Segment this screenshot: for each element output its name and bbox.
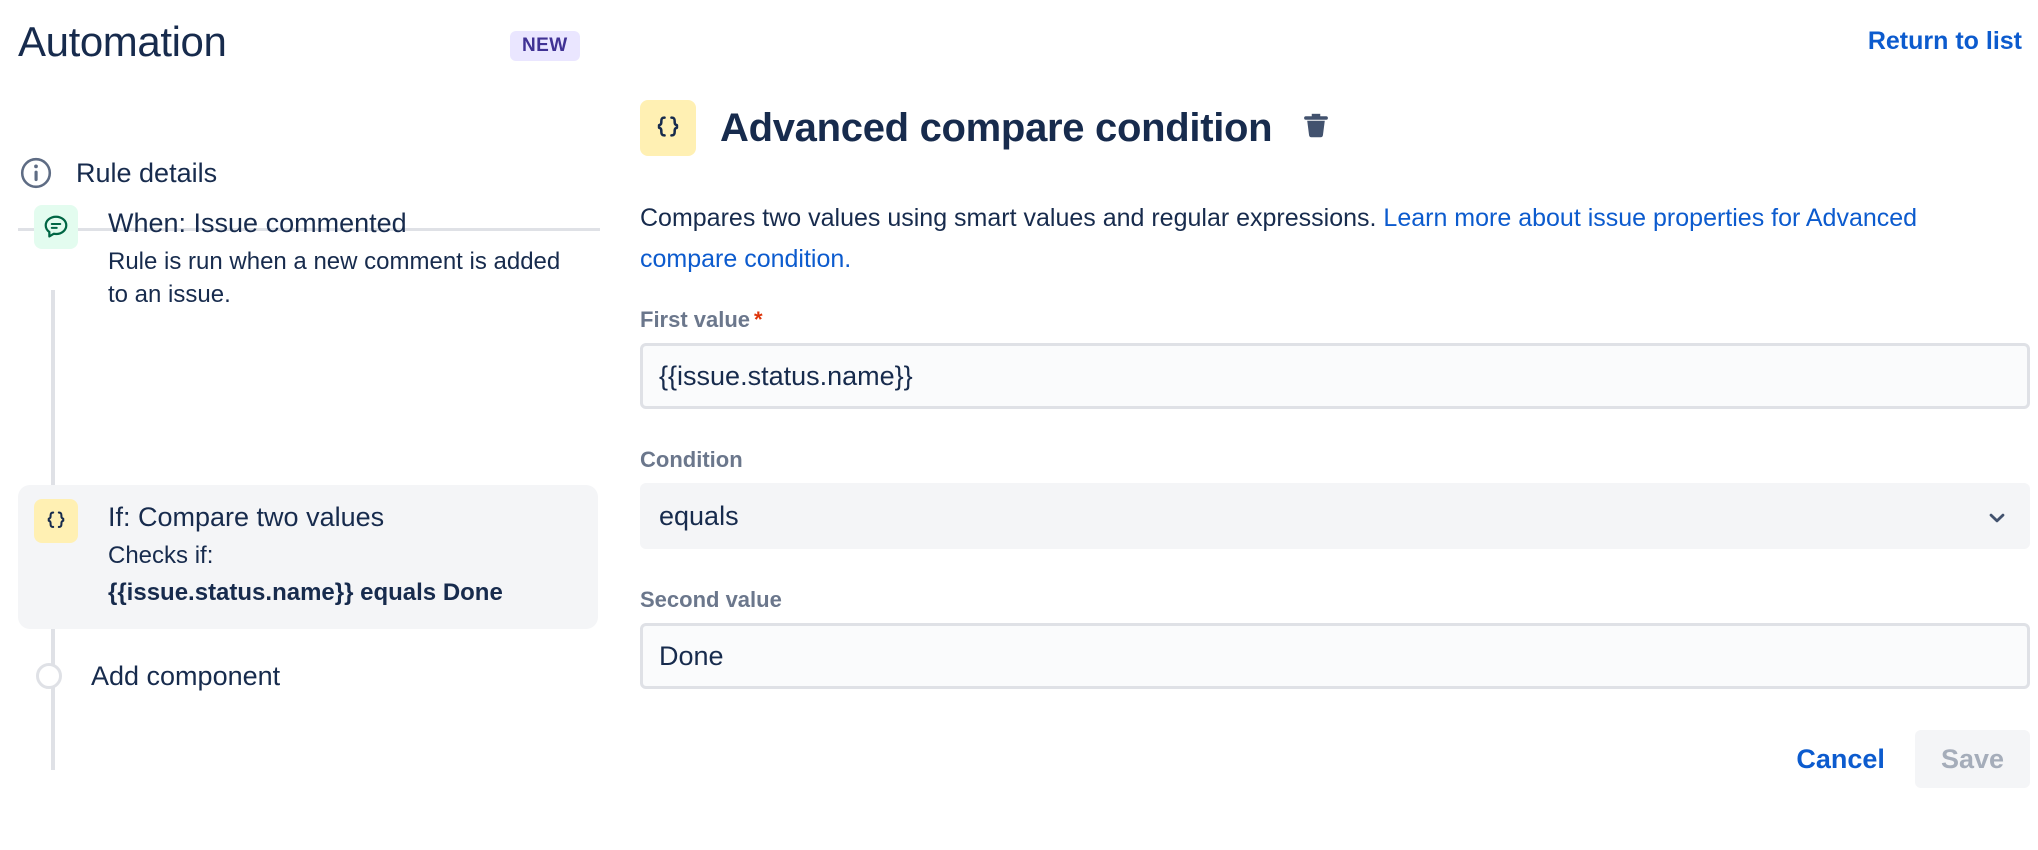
panel-actions: Cancel Save bbox=[1774, 730, 2030, 788]
page-title: Automation bbox=[18, 18, 227, 65]
panel-description: Compares two values using smart values a… bbox=[640, 198, 2010, 280]
empty-circle-icon bbox=[36, 663, 62, 689]
condition-select-wrapper: equals bbox=[640, 483, 2030, 549]
page-header: Automation NEW Return to list bbox=[0, 0, 2038, 86]
rail-node-description-summary: {{issue.status.name}} equals Done bbox=[108, 579, 503, 606]
info-icon bbox=[18, 155, 54, 191]
rail-node-title: When: Issue commented bbox=[108, 208, 407, 238]
field-label: Condition bbox=[640, 447, 743, 472]
second-value-input[interactable]: Done bbox=[640, 623, 2030, 689]
panel-header: Advanced compare condition bbox=[640, 100, 1336, 156]
cancel-button[interactable]: Cancel bbox=[1774, 730, 1907, 788]
rail-node-body: If: Compare two values Checks if: {{issu… bbox=[108, 499, 598, 609]
return-to-list-link[interactable]: Return to list bbox=[1867, 27, 2022, 55]
rail-node-trigger[interactable]: When: Issue commented Rule is run when a… bbox=[18, 205, 578, 311]
chevron-down-icon[interactable] bbox=[1984, 505, 2010, 536]
first-value-input[interactable]: {{issue.status.name}} bbox=[640, 343, 2030, 409]
required-marker: * bbox=[754, 307, 763, 332]
component-detail-panel: Advanced compare condition Compares two … bbox=[640, 100, 2038, 850]
save-button[interactable]: Save bbox=[1914, 730, 2030, 788]
learn-more-link[interactable]: Learn more about issue properties for Ad… bbox=[640, 204, 1918, 273]
rail-node-description: Rule is run when a new comment is added … bbox=[108, 248, 561, 308]
new-badge: NEW bbox=[510, 31, 580, 61]
rail-node-description-prefix: Checks if: bbox=[108, 542, 214, 569]
panel-title: Advanced compare condition bbox=[720, 106, 1273, 150]
curly-braces-icon bbox=[640, 100, 696, 156]
field-label: Second value bbox=[640, 587, 782, 612]
panel-description-text: Compares two values using smart values a… bbox=[640, 204, 1384, 232]
rail-node-condition-selected[interactable]: If: Compare two values Checks if: {{issu… bbox=[18, 485, 598, 629]
field-second-value: Second value Done bbox=[640, 585, 2030, 689]
condition-select[interactable]: equals bbox=[640, 483, 2030, 549]
add-component-label: Add component bbox=[91, 661, 281, 691]
rail-divider bbox=[18, 228, 600, 231]
field-first-value: First value * {{issue.status.name}} bbox=[640, 305, 2030, 409]
add-component-button[interactable]: Add component bbox=[18, 658, 280, 694]
trash-icon bbox=[1299, 109, 1333, 148]
rule-component-rail: Rule details When: Issue commented Rule … bbox=[0, 100, 620, 850]
curly-braces-icon bbox=[34, 499, 78, 543]
rail-node-title: If: Compare two values bbox=[108, 502, 385, 532]
field-label: First value * bbox=[640, 305, 2030, 335]
delete-component-button[interactable] bbox=[1296, 108, 1336, 148]
field-condition: Condition equals bbox=[640, 445, 2030, 549]
sidebar-item-label: Rule details bbox=[76, 158, 218, 188]
comment-icon bbox=[34, 205, 78, 249]
sidebar-item-rule-details[interactable]: Rule details bbox=[18, 148, 217, 198]
rail-node-body: When: Issue commented Rule is run when a… bbox=[108, 205, 578, 311]
field-label-text: First value bbox=[640, 307, 751, 332]
